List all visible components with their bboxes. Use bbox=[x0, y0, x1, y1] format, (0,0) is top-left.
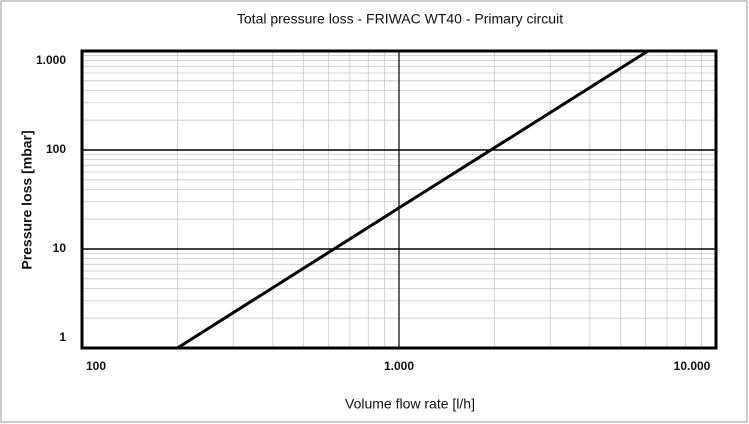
x-tick-label: 100 bbox=[86, 359, 106, 373]
y-tick-label: 1 bbox=[59, 330, 66, 344]
data-line bbox=[176, 49, 649, 350]
x-tick-label: 1.000 bbox=[384, 359, 414, 373]
plot-border bbox=[80, 49, 718, 350]
chart-title: Total pressure loss - FRIWAC WT40 - Prim… bbox=[237, 11, 563, 27]
y-tick-label: 1.000 bbox=[36, 53, 66, 67]
x-tick-label: 10.000 bbox=[674, 359, 711, 373]
x-axis-label: Volume flow rate [l/h] bbox=[345, 396, 475, 412]
y-axis-label: Pressure loss [mbar] bbox=[19, 130, 35, 269]
y-tick-label: 10 bbox=[53, 241, 67, 255]
y-tick-label: 100 bbox=[46, 142, 66, 156]
